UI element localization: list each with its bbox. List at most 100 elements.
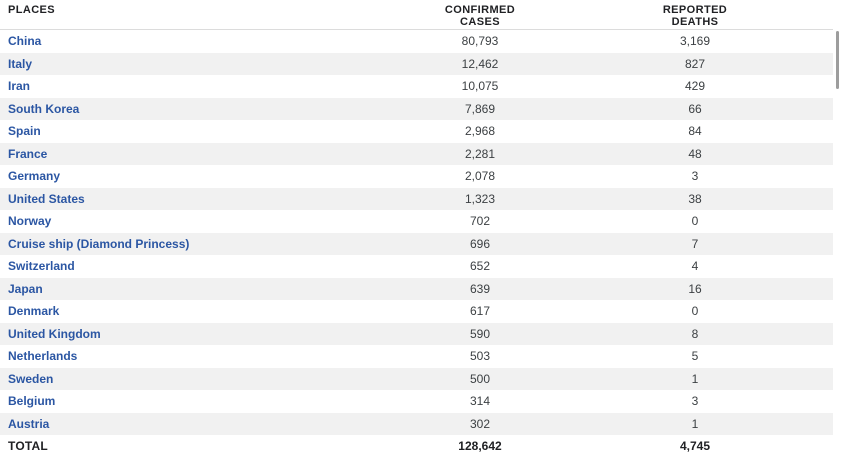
table-body: China 80,793 3,169 Italy 12,462 827 Iran [0, 30, 833, 435]
confirmed-cases-cell: 314 [469, 394, 491, 409]
reported-deaths-cell: 827 [684, 56, 706, 71]
reported-deaths-cell: 3 [691, 394, 699, 409]
place-link[interactable]: Sweden [8, 371, 54, 386]
place-link[interactable]: Norway [8, 214, 52, 229]
place-link[interactable]: Austria [8, 416, 50, 431]
confirmed-cases-cell: 503 [469, 349, 491, 364]
table-row: Germany 2,078 3 [0, 165, 833, 188]
confirmed-cases-header-line1: CONFIRMED [444, 4, 516, 16]
confirmed-cases-cell: 702 [469, 214, 491, 229]
place-cell: Netherlands [0, 347, 360, 365]
reported-deaths-cell: 1 [691, 371, 699, 386]
total-confirmed-cases: 128,642 [458, 439, 502, 454]
reported-deaths-cell: 0 [691, 214, 699, 229]
reported-deaths-cell: 0 [691, 304, 699, 319]
table-row: Denmark 617 0 [0, 300, 833, 323]
place-link[interactable]: Germany [8, 169, 61, 184]
places-header-label: PLACES [8, 4, 56, 16]
place-cell: Iran [0, 77, 360, 95]
confirmed-cases-cell: 639 [469, 281, 491, 296]
confirmed-cases-header-line2: CASES [460, 16, 500, 28]
total-row: TOTAL 128,642 4,745 [0, 435, 833, 458]
table-row: Norway 702 0 [0, 210, 833, 233]
place-cell: Belgium [0, 392, 360, 410]
confirmed-cases-cell: 617 [469, 304, 491, 319]
confirmed-cases-cell: 2,281 [464, 146, 496, 161]
reported-deaths-header-line1: REPORTED [662, 4, 728, 16]
reported-deaths-cell: 66 [688, 101, 702, 116]
table-row: United States 1,323 38 [0, 187, 833, 210]
place-link[interactable]: Italy [8, 56, 33, 71]
reported-deaths-cell: 4 [691, 259, 699, 274]
place-cell: Italy [0, 55, 360, 73]
place-link[interactable]: Japan [8, 281, 43, 296]
place-cell: Germany [0, 167, 360, 185]
place-link[interactable]: China [8, 34, 42, 49]
reported-deaths-cell: 38 [688, 191, 702, 206]
reported-deaths-cell: 7 [691, 236, 699, 251]
table-row: Belgium 314 3 [0, 390, 833, 413]
scrollbar-thumb[interactable] [836, 31, 839, 89]
place-cell: China [0, 32, 360, 50]
reported-deaths-cell: 1 [691, 416, 699, 431]
confirmed-cases-cell: 500 [469, 371, 491, 386]
table-row: Sweden 500 1 [0, 367, 833, 390]
place-cell: United Kingdom [0, 325, 360, 343]
confirmed-cases-cell: 652 [469, 259, 491, 274]
table-row: United Kingdom 590 8 [0, 322, 833, 345]
table-row: China 80,793 3,169 [0, 30, 833, 53]
place-link[interactable]: Belgium [8, 394, 56, 409]
table-row: Netherlands 503 5 [0, 345, 833, 368]
reported-deaths-cell: 84 [688, 124, 702, 139]
place-cell: Japan [0, 280, 360, 298]
reported-deaths-cell: 16 [688, 281, 702, 296]
reported-deaths-cell: 8 [691, 326, 699, 341]
confirmed-cases-cell: 7,869 [464, 101, 496, 116]
place-link[interactable]: Cruise ship (Diamond Princess) [8, 236, 190, 251]
place-link[interactable]: Iran [8, 79, 31, 94]
reported-deaths-cell: 48 [688, 146, 702, 161]
place-link[interactable]: Denmark [8, 304, 60, 319]
table-row: Iran 10,075 429 [0, 75, 833, 98]
confirmed-cases-cell: 302 [469, 416, 491, 431]
table-row: Italy 12,462 827 [0, 52, 833, 75]
place-cell: Sweden [0, 370, 360, 388]
confirmed-cases-cell: 12,462 [461, 56, 499, 71]
column-header-confirmed-cases: CONFIRMED CASES [360, 4, 600, 28]
confirmed-cases-cell: 2,968 [464, 124, 496, 139]
place-cell: Cruise ship (Diamond Princess) [0, 235, 360, 253]
confirmed-cases-cell: 590 [469, 326, 491, 341]
reported-deaths-cell: 5 [691, 349, 699, 364]
place-cell: United States [0, 190, 360, 208]
table-row: Switzerland 652 4 [0, 255, 833, 278]
place-link[interactable]: United States [8, 191, 85, 206]
scrollbar-track[interactable] [833, 31, 841, 471]
place-link[interactable]: Netherlands [8, 349, 78, 364]
table-row: Japan 639 16 [0, 277, 833, 300]
place-link[interactable]: South Korea [8, 101, 80, 116]
table-row: France 2,281 48 [0, 142, 833, 165]
table-row: Spain 2,968 84 [0, 120, 833, 143]
total-label-cell: TOTAL [0, 437, 360, 455]
place-link[interactable]: United Kingdom [8, 326, 101, 341]
place-cell: Spain [0, 122, 360, 140]
table-header: PLACES CONFIRMED CASES REPORTED DEATHS [0, 0, 833, 30]
place-link[interactable]: France [8, 146, 48, 161]
column-header-places: PLACES [0, 4, 360, 16]
place-cell: Denmark [0, 302, 360, 320]
reported-deaths-cell: 3 [691, 169, 699, 184]
total-reported-deaths: 4,745 [679, 439, 711, 454]
place-link[interactable]: Spain [8, 124, 41, 139]
reported-deaths-cell: 429 [684, 79, 706, 94]
table-row: Austria 302 1 [0, 412, 833, 435]
table-row: Cruise ship (Diamond Princess) 696 7 [0, 232, 833, 255]
reported-deaths-header-line2: DEATHS [671, 16, 719, 28]
reported-deaths-cell: 3,169 [679, 34, 711, 49]
confirmed-cases-cell: 696 [469, 236, 491, 251]
place-cell: France [0, 145, 360, 163]
column-header-reported-deaths: REPORTED DEATHS [600, 4, 790, 28]
confirmed-cases-cell: 80,793 [461, 34, 499, 49]
place-link[interactable]: Switzerland [8, 259, 75, 274]
confirmed-cases-cell: 1,323 [464, 191, 496, 206]
